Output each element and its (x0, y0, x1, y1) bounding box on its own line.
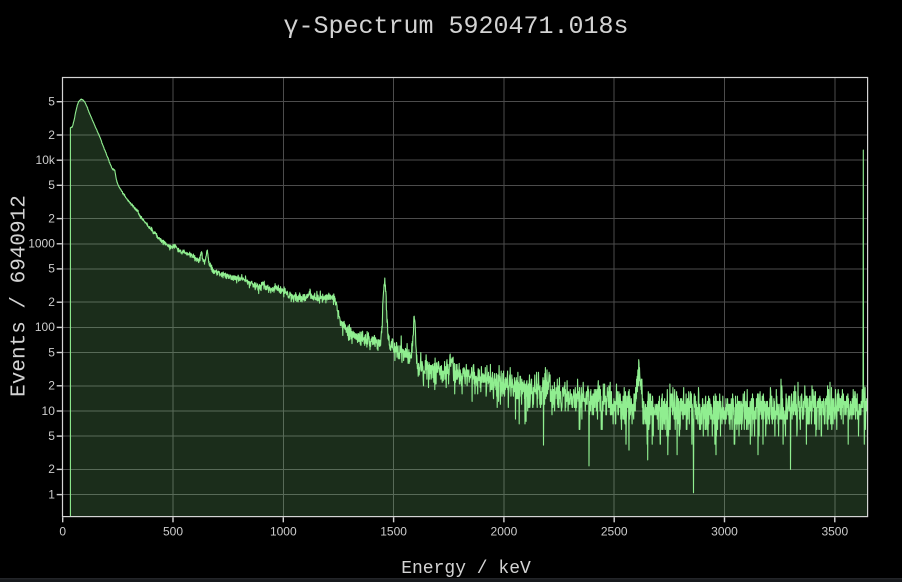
svg-text:5: 5 (48, 262, 55, 276)
svg-text:2: 2 (48, 462, 55, 476)
svg-text:0: 0 (59, 525, 66, 539)
svg-text:2500: 2500 (601, 525, 628, 539)
svg-text:2: 2 (48, 128, 55, 142)
svg-text:Energy / keV: Energy / keV (401, 559, 531, 579)
svg-text:2: 2 (48, 379, 55, 393)
svg-text:5: 5 (48, 178, 55, 192)
svg-text:500: 500 (163, 525, 183, 539)
svg-text:1000: 1000 (28, 237, 55, 251)
svg-text:Events / 6940912: Events / 6940912 (9, 195, 32, 397)
svg-text:5: 5 (48, 95, 55, 109)
svg-text:2: 2 (48, 211, 55, 225)
svg-text:1500: 1500 (380, 525, 407, 539)
svg-text:5: 5 (48, 345, 55, 359)
svg-text:1: 1 (48, 487, 55, 501)
svg-text:3500: 3500 (821, 525, 848, 539)
svg-text:2000: 2000 (491, 525, 518, 539)
svg-text:1000: 1000 (270, 525, 297, 539)
svg-text:3000: 3000 (711, 525, 738, 539)
svg-text:γ-Spectrum 5920471.018s: γ-Spectrum 5920471.018s (283, 12, 628, 41)
svg-text:10: 10 (42, 404, 56, 418)
svg-text:2: 2 (48, 295, 55, 309)
svg-text:100: 100 (35, 320, 55, 334)
svg-text:5: 5 (48, 429, 55, 443)
svg-text:10k: 10k (36, 153, 56, 167)
